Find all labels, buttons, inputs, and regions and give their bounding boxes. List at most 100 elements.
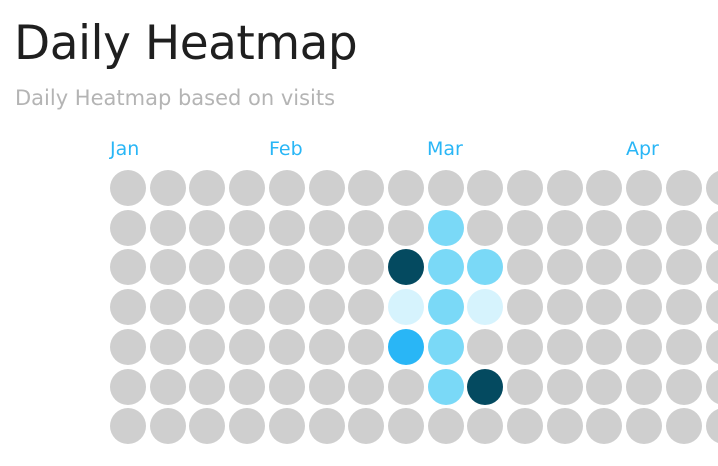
heatmap-cell[interactable] (150, 210, 186, 246)
heatmap-cell[interactable] (229, 289, 265, 325)
heatmap-cell[interactable] (110, 408, 146, 444)
heatmap-cell[interactable] (110, 289, 146, 325)
heatmap-cell[interactable] (626, 249, 662, 285)
heatmap-cell[interactable] (547, 210, 583, 246)
heatmap-cell[interactable] (269, 210, 305, 246)
heatmap-cell[interactable] (189, 170, 225, 206)
heatmap-cell[interactable] (706, 408, 718, 444)
heatmap-cell[interactable] (309, 210, 345, 246)
heatmap-cell[interactable] (309, 170, 345, 206)
heatmap-cell[interactable] (309, 329, 345, 365)
heatmap-cell[interactable] (428, 369, 464, 405)
heatmap-cell[interactable] (150, 369, 186, 405)
heatmap-cell[interactable] (388, 210, 424, 246)
heatmap-cell[interactable] (706, 210, 718, 246)
heatmap-cell[interactable] (586, 408, 622, 444)
heatmap-cell[interactable] (428, 408, 464, 444)
heatmap-cell[interactable] (309, 408, 345, 444)
heatmap-cell[interactable] (348, 369, 384, 405)
heatmap-cell[interactable] (110, 170, 146, 206)
heatmap-cell[interactable] (269, 408, 305, 444)
heatmap-cell[interactable] (150, 170, 186, 206)
heatmap-cell[interactable] (309, 289, 345, 325)
heatmap-cell[interactable] (189, 369, 225, 405)
heatmap-cell[interactable] (467, 408, 503, 444)
heatmap-cell[interactable] (150, 408, 186, 444)
heatmap-cell[interactable] (229, 170, 265, 206)
heatmap-cell[interactable] (467, 170, 503, 206)
heatmap-cell[interactable] (269, 289, 305, 325)
heatmap-cell[interactable] (150, 289, 186, 325)
heatmap-cell[interactable] (626, 210, 662, 246)
heatmap-cell[interactable] (507, 408, 543, 444)
heatmap-cell[interactable] (189, 289, 225, 325)
heatmap-cell[interactable] (626, 289, 662, 325)
heatmap-cell[interactable] (309, 369, 345, 405)
heatmap-cell[interactable] (586, 170, 622, 206)
heatmap-cell[interactable] (269, 249, 305, 285)
heatmap-cell[interactable] (309, 249, 345, 285)
heatmap-cell[interactable] (706, 249, 718, 285)
heatmap-cell[interactable] (507, 170, 543, 206)
heatmap-cell[interactable] (189, 408, 225, 444)
heatmap-cell[interactable] (706, 170, 718, 206)
heatmap-cell[interactable] (586, 369, 622, 405)
heatmap-cell[interactable] (229, 329, 265, 365)
heatmap-cell[interactable] (229, 369, 265, 405)
heatmap-cell[interactable] (547, 369, 583, 405)
heatmap-cell[interactable] (666, 170, 702, 206)
heatmap-cell[interactable] (706, 289, 718, 325)
heatmap-cell[interactable] (467, 329, 503, 365)
heatmap-cell[interactable] (467, 289, 503, 325)
heatmap-cell[interactable] (507, 329, 543, 365)
heatmap-cell[interactable] (189, 210, 225, 246)
heatmap-cell[interactable] (666, 210, 702, 246)
heatmap-cell[interactable] (348, 329, 384, 365)
heatmap-cell[interactable] (150, 249, 186, 285)
heatmap-cell[interactable] (547, 408, 583, 444)
heatmap-cell[interactable] (547, 170, 583, 206)
heatmap-cell[interactable] (586, 249, 622, 285)
heatmap-cell[interactable] (666, 369, 702, 405)
heatmap-cell[interactable] (547, 289, 583, 325)
heatmap-cell[interactable] (428, 249, 464, 285)
heatmap-cell[interactable] (348, 210, 384, 246)
heatmap-cell[interactable] (626, 369, 662, 405)
heatmap-cell[interactable] (547, 329, 583, 365)
heatmap-cell[interactable] (666, 289, 702, 325)
heatmap-cell[interactable] (467, 249, 503, 285)
heatmap-cell[interactable] (348, 170, 384, 206)
heatmap-cell[interactable] (507, 289, 543, 325)
heatmap-cell[interactable] (388, 170, 424, 206)
heatmap-cell[interactable] (110, 329, 146, 365)
heatmap-cell[interactable] (388, 329, 424, 365)
heatmap-cell[interactable] (150, 329, 186, 365)
heatmap-cell[interactable] (467, 210, 503, 246)
heatmap-cell[interactable] (706, 369, 718, 405)
heatmap-cell[interactable] (626, 170, 662, 206)
heatmap-cell[interactable] (666, 329, 702, 365)
heatmap-cell[interactable] (189, 249, 225, 285)
heatmap-cell[interactable] (428, 289, 464, 325)
heatmap-cell[interactable] (388, 408, 424, 444)
heatmap-cell[interactable] (348, 289, 384, 325)
heatmap-cell[interactable] (229, 249, 265, 285)
heatmap-cell[interactable] (428, 210, 464, 246)
heatmap-cell[interactable] (626, 408, 662, 444)
heatmap-cell[interactable] (110, 369, 146, 405)
heatmap-cell[interactable] (507, 369, 543, 405)
heatmap-cell[interactable] (348, 249, 384, 285)
heatmap-cell[interactable] (110, 249, 146, 285)
heatmap-cell[interactable] (428, 170, 464, 206)
heatmap-cell[interactable] (467, 369, 503, 405)
heatmap-cell[interactable] (626, 329, 662, 365)
heatmap-cell[interactable] (666, 249, 702, 285)
heatmap-cell[interactable] (388, 289, 424, 325)
heatmap-cell[interactable] (229, 408, 265, 444)
heatmap-cell[interactable] (269, 170, 305, 206)
heatmap-cell[interactable] (666, 408, 702, 444)
heatmap-cell[interactable] (507, 210, 543, 246)
heatmap-cell[interactable] (229, 210, 265, 246)
heatmap-cell[interactable] (547, 249, 583, 285)
heatmap-cell[interactable] (269, 369, 305, 405)
